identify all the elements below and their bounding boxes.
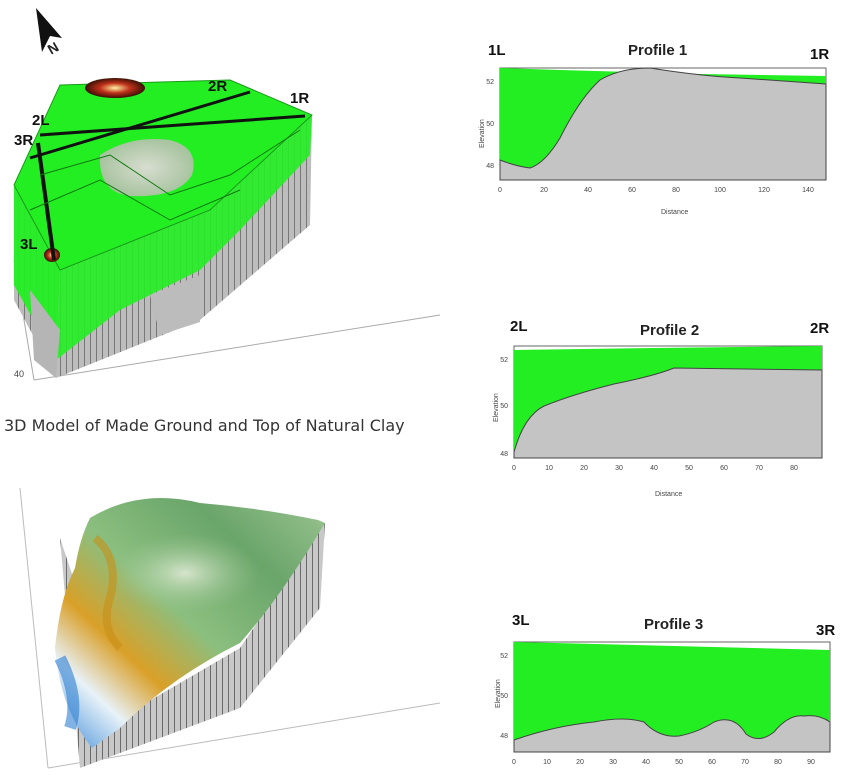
profile-2-right-label: 2R [810,320,830,337]
profile-3-ytick: 48 [500,733,508,740]
model-made-ground-graphic [13,78,441,381]
profile-3-right-label: 3R [816,622,836,639]
profile-1-xtick: 60 [628,187,636,194]
axis-tick-label: 40 [14,369,25,379]
profile-1-xtick: 80 [672,187,680,194]
section-label-2l: 2L [32,112,50,129]
profile-1-xtick: 40 [584,187,592,194]
section-label-3l: 3L [20,236,38,253]
profile-3-xtick: 80 [774,759,782,766]
section-label-1r: 1R [290,90,310,107]
profile-1-xtick: 140 [802,187,814,194]
profile-1-title: Profile 1 [628,42,688,59]
profile-1-left-label: 1L [488,42,506,59]
profile-3-ytick: 52 [500,653,508,660]
profile-2-xtick: 60 [720,465,728,472]
profile-2-ytick: 50 [500,403,508,410]
profile-2-title: Profile 2 [640,322,700,339]
profile-3-ytick: 50 [500,693,508,700]
model-made-ground: 1R 2L 2R 3R 3L 40 [0,60,460,390]
profile-1-xtick: 120 [758,187,770,194]
profile-2-xtick: 20 [580,465,588,472]
north-arrow: N [26,2,76,62]
profile-2-xtick: 70 [755,465,763,472]
profile-2-xtick: 30 [615,465,623,472]
profile-3-xtick: 60 [708,759,716,766]
profile-3-xtick: 90 [807,759,815,766]
profile-2-ylabel: Elevation [493,393,500,422]
profile-3-xtick: 20 [576,759,584,766]
profile-1-right-label: 1R [810,46,830,63]
profile-2-xtick: 40 [650,465,658,472]
profile-3-left-label: 3L [512,612,530,629]
profile-1-ytick: 50 [486,121,494,128]
profile-1-chart: Elevation Distance 52 50 48 0 20 40 60 8… [479,67,827,216]
north-arrow-icon [36,8,62,52]
profile-2-xtick: 0 [512,465,516,472]
profile-1: 1L Profile 1 1R Elevation Distance 52 50… [476,38,846,228]
profile-1-xtick: 0 [498,187,502,194]
model-natural-clay-graphic [19,487,441,769]
profile-3-chart: Elevation 52 50 48 0 10 20 30 40 50 60 7… [495,641,831,766]
profile-2-xtick: 80 [790,465,798,472]
section-label-2r: 2R [208,78,228,95]
section-label-3r: 3R [14,132,34,149]
profile-3-ylabel: Elevation [495,679,502,708]
profile-2-xtick: 50 [685,465,693,472]
profile-3-xtick: 70 [741,759,749,766]
profile-2-left-label: 2L [510,318,528,335]
profile-3-title: Profile 3 [644,616,704,633]
profile-1-ylabel: Elevation [479,119,486,148]
profile-2-ytick: 52 [500,357,508,364]
model-caption: 3D Model of Made Ground and Top of Natur… [4,416,405,435]
profile-3-xtick: 40 [642,759,650,766]
profile-1-xlabel: Distance [661,209,688,216]
model-natural-clay [0,478,460,778]
profile-3-xtick: 0 [512,759,516,766]
profile-1-xtick: 100 [714,187,726,194]
profile-1-ytick: 48 [486,163,494,170]
profile-3-xtick: 30 [609,759,617,766]
profile-3: 3L Profile 3 3R Elevation 52 50 48 0 10 … [492,608,844,778]
profile-1-xtick: 20 [540,187,548,194]
profile-2-ytick: 48 [500,451,508,458]
profile-2: 2L Profile 2 2R Elevation Distance 52 50… [490,312,840,507]
profile-2-xtick: 10 [545,465,553,472]
profile-3-xtick: 10 [543,759,551,766]
profile-2-chart: Elevation Distance 52 50 48 0 10 20 30 4… [493,345,823,498]
profile-1-ytick: 52 [486,79,494,86]
profile-3-xtick: 50 [675,759,683,766]
profile-2-xlabel: Distance [655,491,682,498]
